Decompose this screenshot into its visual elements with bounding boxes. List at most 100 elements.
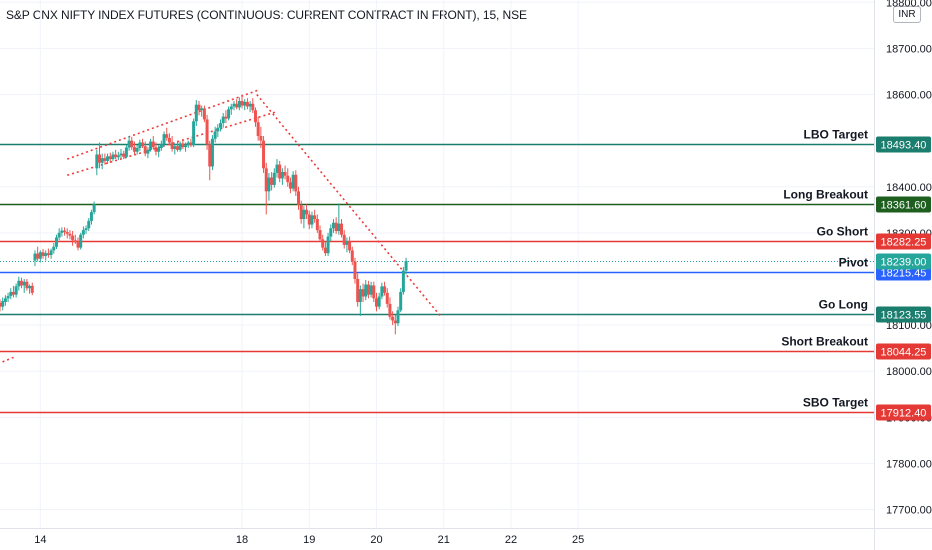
candle-body (194, 104, 198, 122)
time-axis: 14 18 19 20 21 22 25 (34, 534, 584, 546)
candle (329, 224, 333, 242)
candle-body (313, 215, 317, 220)
candle (100, 153, 104, 170)
level-price-label: 17912.40 (881, 408, 927, 420)
candle (229, 103, 233, 115)
candle (111, 151, 115, 161)
candle-body (11, 291, 15, 295)
candle-body (280, 172, 284, 179)
candle (243, 99, 247, 111)
candle-body (366, 284, 370, 295)
candle-body (326, 236, 330, 254)
candle-body (288, 182, 292, 189)
candle-body (283, 172, 287, 176)
candle (103, 153, 107, 165)
candle-body (227, 109, 231, 119)
candle (87, 218, 91, 232)
candle-body (141, 142, 145, 147)
candle (305, 204, 309, 220)
candles (0, 94, 408, 335)
level-price-tag (876, 136, 931, 153)
candle (14, 283, 18, 298)
candle (283, 165, 287, 180)
candle-body (221, 116, 225, 124)
candle-body (262, 140, 266, 169)
candle-body (224, 116, 228, 119)
candle (184, 142, 188, 152)
candle-body (302, 209, 306, 220)
candle (264, 162, 268, 215)
candle-body (259, 136, 263, 141)
candle (54, 234, 58, 250)
candle-body (213, 131, 217, 139)
candle (197, 100, 201, 116)
level-price-tag (876, 306, 931, 323)
candle (353, 257, 357, 284)
candle (30, 282, 34, 296)
candle (348, 236, 352, 254)
candle (399, 288, 403, 313)
candle (286, 168, 290, 187)
candle (221, 112, 225, 128)
candle (251, 98, 255, 113)
candle (44, 250, 48, 261)
candle-body (235, 103, 239, 108)
candle (49, 248, 53, 259)
candle-body (358, 289, 362, 303)
candle (297, 186, 301, 210)
candle-body (197, 104, 201, 111)
candle-body (219, 123, 223, 128)
candle-body (57, 232, 61, 238)
candle (318, 225, 322, 243)
candle (262, 136, 266, 173)
candle (124, 145, 128, 159)
candle-body (243, 101, 247, 106)
candle (181, 138, 185, 149)
candle (202, 105, 206, 123)
price-tick-label: 18800.00 (886, 0, 932, 9)
candle (194, 100, 198, 126)
currency-badge[interactable]: INR (893, 6, 921, 23)
candle-body (122, 153, 126, 157)
candle (68, 230, 72, 240)
candle (135, 145, 139, 155)
candle-body (36, 253, 40, 259)
candle-body (374, 298, 378, 307)
level-name: Long Breakout (783, 188, 868, 202)
candle (310, 211, 314, 229)
candle (175, 140, 179, 152)
candle (366, 280, 370, 299)
price-tick-label: 18600.00 (886, 90, 932, 102)
candle-body (248, 103, 252, 107)
chart-title: S&P CNX NIFTY INDEX FUTURES (CONTINUOUS:… (6, 8, 527, 22)
candle-body (28, 285, 32, 289)
candle-body (9, 291, 13, 297)
level-price-label: 18044.25 (881, 347, 927, 359)
candle (146, 147, 150, 159)
candle (248, 100, 252, 113)
candle (364, 279, 368, 301)
candle (240, 94, 244, 109)
level-name: LBO Target (804, 128, 868, 142)
candle (65, 228, 69, 239)
price-tick-label: 18700.00 (886, 43, 932, 55)
candle (178, 141, 182, 152)
level-price-label: 18282.25 (881, 237, 927, 249)
candle (151, 136, 155, 149)
candle-body (253, 110, 257, 123)
candle (291, 171, 295, 192)
candle (73, 234, 77, 244)
candle (361, 283, 365, 303)
candle-body (364, 284, 368, 297)
candle (157, 145, 161, 158)
candle-body (127, 140, 131, 148)
time-tick-label: 21 (438, 534, 450, 546)
time-tick-label: 18 (236, 534, 248, 546)
candle (235, 99, 239, 110)
candle (307, 210, 311, 230)
level-name: Go Long (819, 298, 868, 312)
trend-line (66, 89, 260, 160)
candle (377, 292, 381, 310)
candle-body (149, 141, 153, 150)
